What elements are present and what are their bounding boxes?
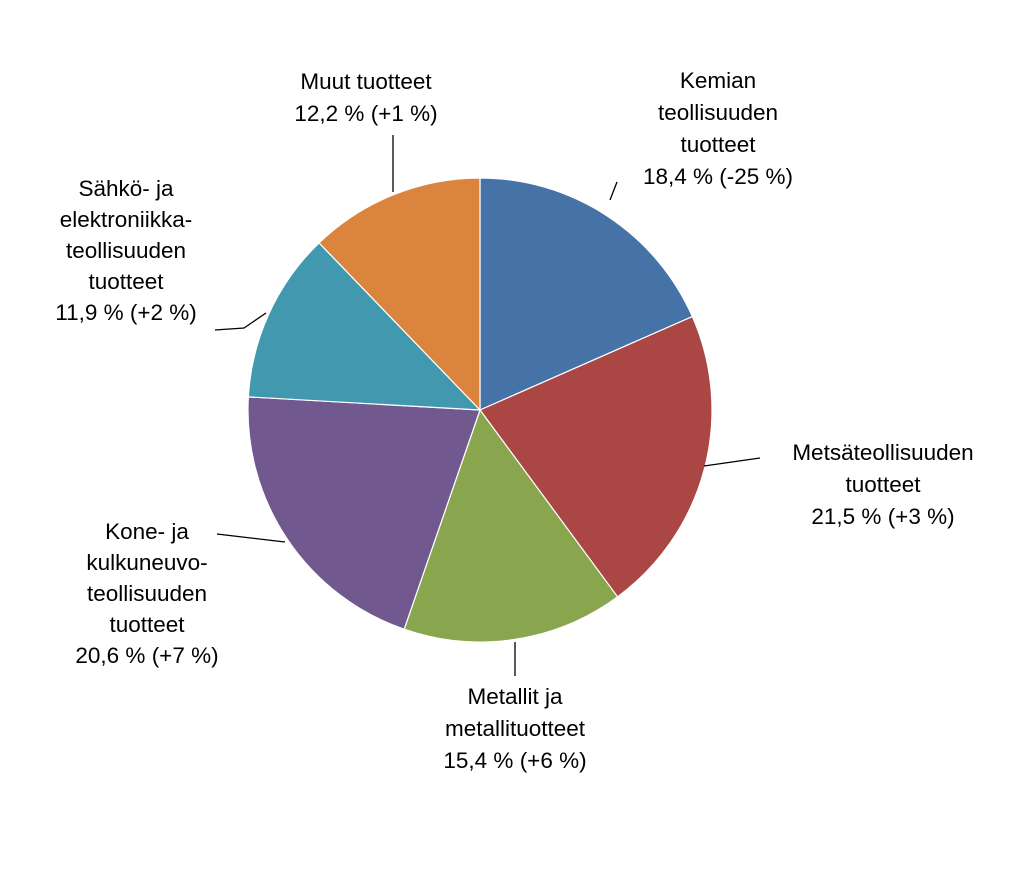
slice-label-line: Metsäteollisuuden [792,440,973,465]
slice-label-line: metallituotteet [445,716,586,741]
leader-line-machinery [216,533,286,543]
pie-slice-other [318,177,481,412]
slice-value-text: 20,6 % (+7 %) [75,643,218,668]
slice-value-text: 21,5 % (+3 %) [811,504,954,529]
slice-label-line: elektroniikka- [60,207,193,232]
slice-label-line: tuotteet [88,269,164,294]
pie-slices [247,177,713,643]
pie-slice-chemicals [479,177,694,411]
slice-value-text: 12,2 % (+1 %) [294,101,437,126]
slice-label-line: kulkuneuvo- [86,550,207,575]
slice-label-metals: Metallit ja metallituotteet 15,4 % (+6 %) [443,684,586,773]
pie-slice-electronics [247,242,482,411]
slice-label-line: tuotteet [680,132,756,157]
slice-labels: Kemian teollisuuden tuotteet 18,4 % (-25 %)… [55,68,973,773]
slice-value-text: 11,9 % (+2 %) [55,300,197,325]
slice-label-electronics: Sähkö- ja elektroniikka-teollisuuden tuott… [55,176,197,325]
slice-label-line: Muut tuotteet [300,69,432,94]
slice-label-line: Sähkö- ja [78,176,174,201]
slice-label-line: teollisuuden [658,100,778,125]
slice-label-line: tuotteet [845,472,921,497]
leader-line-forest [703,457,761,467]
slice-label-other: Muut tuotteet 12,2 % (+1 %) [294,69,437,126]
leader-lines [214,135,761,676]
slice-label-forest: Metsäteollisuuden tuotteet 21,5 % (+3 %) [792,440,973,529]
pie-slice-metals [403,408,619,643]
slice-label-line: tuotteet [109,612,185,637]
leader-line-chemicals [609,181,618,201]
slice-label-chemicals: Kemian teollisuuden tuotteet 18,4 % (-25 %) [643,68,793,189]
slice-label-machinery: Kone- ja kulkuneuvo-teollisuuden tuotteet 2… [75,519,218,668]
slice-value-text: 18,4 % (-25 %) [643,164,793,189]
slice-value-text: 15,4 % (+6 %) [443,748,586,773]
slice-label-line: Kone- ja [105,519,189,544]
slice-label-line: Kemian [680,68,756,93]
pie-slice-forest [479,315,713,598]
leader-line-electronics [214,312,267,331]
slice-label-line: teollisuuden [66,238,186,263]
slice-label-line: Metallit ja [467,684,563,709]
pie-slice-machinery [247,396,481,631]
slice-label-line: teollisuuden [87,581,207,606]
